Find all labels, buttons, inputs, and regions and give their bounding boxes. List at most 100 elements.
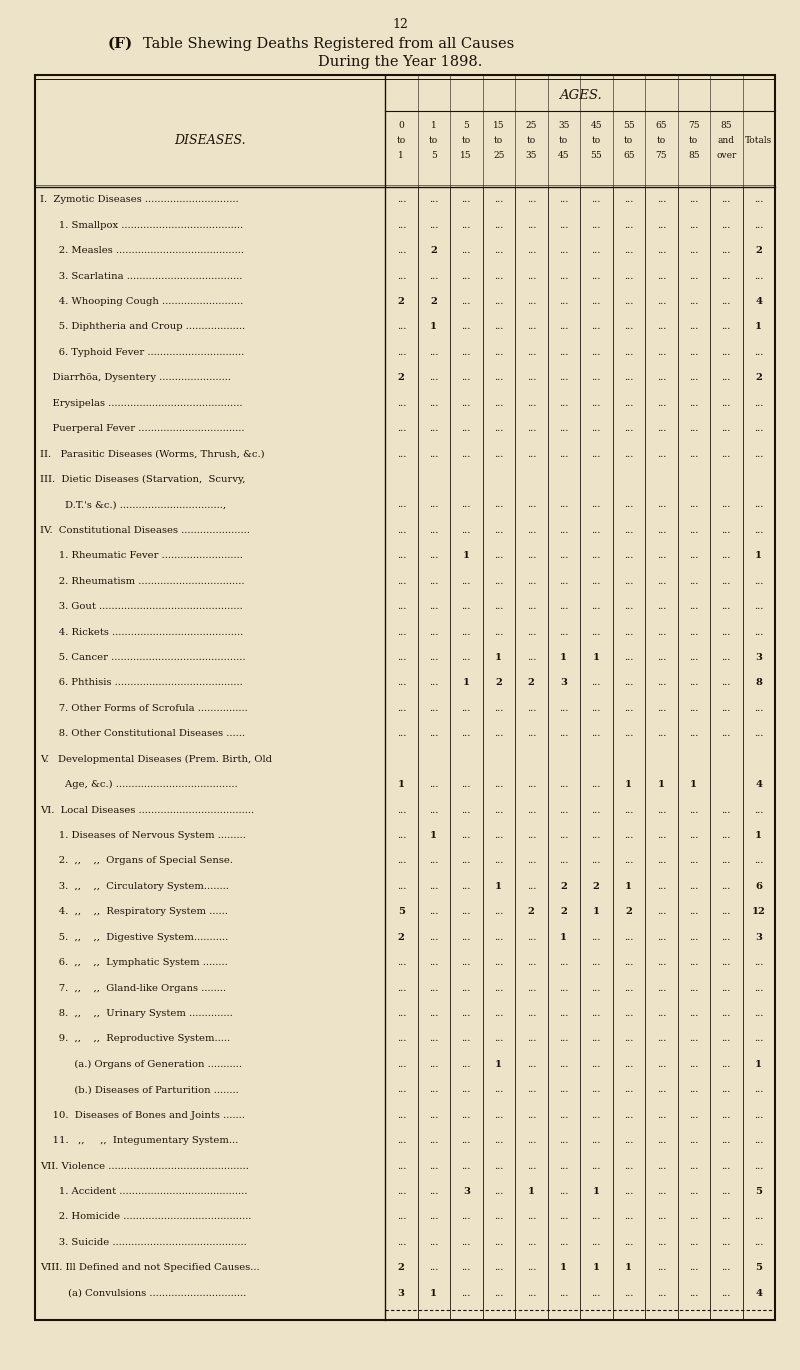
Text: ...: ... <box>591 195 601 204</box>
Text: D.T.'s &c.) .................................,: D.T.'s &c.) ............................… <box>40 500 226 510</box>
Text: ...: ... <box>429 1111 438 1119</box>
Text: 5: 5 <box>431 151 437 159</box>
Text: VIII. Ill Defined and not Specified Causes...: VIII. Ill Defined and not Specified Caus… <box>40 1263 260 1273</box>
Text: ...: ... <box>429 627 438 637</box>
Text: ...: ... <box>429 271 438 281</box>
Text: ...: ... <box>429 373 438 382</box>
Text: ...: ... <box>624 958 634 967</box>
Text: ...: ... <box>397 704 406 712</box>
Text: 6: 6 <box>755 882 762 890</box>
Text: ...: ... <box>462 806 471 815</box>
Text: 1. Accident .........................................: 1. Accident ............................… <box>40 1186 247 1196</box>
Text: ...: ... <box>494 399 503 408</box>
Text: ...: ... <box>462 1162 471 1170</box>
Text: ...: ... <box>526 958 536 967</box>
Text: ...: ... <box>624 933 634 941</box>
Text: 2.  ,,    ,,  Organs of Special Sense.: 2. ,, ,, Organs of Special Sense. <box>40 856 233 866</box>
Text: ...: ... <box>462 1263 471 1273</box>
Text: ...: ... <box>689 984 698 993</box>
Text: ...: ... <box>624 1162 634 1170</box>
Text: ...: ... <box>657 984 666 993</box>
Text: ...: ... <box>591 933 601 941</box>
Text: ...: ... <box>526 271 536 281</box>
Text: 2: 2 <box>398 373 405 382</box>
Text: VI.  Local Diseases .....................................: VI. Local Diseases .....................… <box>40 806 254 815</box>
Text: ...: ... <box>591 603 601 611</box>
Text: ...: ... <box>494 907 503 917</box>
Text: 1: 1 <box>495 653 502 662</box>
Text: ...: ... <box>624 704 634 712</box>
Text: ...: ... <box>624 195 634 204</box>
Text: ...: ... <box>462 653 471 662</box>
Text: ...: ... <box>397 1034 406 1044</box>
Text: ...: ... <box>526 1238 536 1247</box>
Text: ...: ... <box>429 1085 438 1095</box>
Text: 2: 2 <box>398 1263 405 1273</box>
Text: 45: 45 <box>558 151 570 159</box>
Text: ...: ... <box>624 1010 634 1018</box>
Text: ...: ... <box>722 856 731 866</box>
Text: ...: ... <box>754 399 763 408</box>
Text: ...: ... <box>429 603 438 611</box>
Text: ...: ... <box>559 551 569 560</box>
Text: ...: ... <box>624 297 634 306</box>
Text: 1: 1 <box>658 780 665 789</box>
Text: to: to <box>657 136 666 144</box>
Text: ...: ... <box>526 806 536 815</box>
Text: to: to <box>462 136 471 144</box>
Text: (a) Convulsions ...............................: (a) Convulsions ........................… <box>40 1289 246 1297</box>
Text: 1: 1 <box>560 933 567 941</box>
Text: ...: ... <box>657 1010 666 1018</box>
Text: ...: ... <box>397 577 406 586</box>
Text: ...: ... <box>624 551 634 560</box>
Text: ...: ... <box>526 1212 536 1222</box>
Text: ...: ... <box>689 247 698 255</box>
Text: ...: ... <box>397 958 406 967</box>
Text: ...: ... <box>722 1238 731 1247</box>
Text: 2: 2 <box>755 373 762 382</box>
Text: ...: ... <box>494 1034 503 1044</box>
Text: ...: ... <box>657 627 666 637</box>
Text: ...: ... <box>462 832 471 840</box>
Text: ...: ... <box>397 526 406 534</box>
Text: ...: ... <box>657 297 666 306</box>
Text: 4: 4 <box>755 780 762 789</box>
Text: ...: ... <box>754 271 763 281</box>
Text: 1: 1 <box>593 907 600 917</box>
Text: ...: ... <box>722 449 731 459</box>
Text: ...: ... <box>397 399 406 408</box>
Text: 1: 1 <box>462 678 470 688</box>
Text: ...: ... <box>462 1010 471 1018</box>
Text: ...: ... <box>689 907 698 917</box>
Text: ...: ... <box>429 195 438 204</box>
Text: ...: ... <box>591 1085 601 1095</box>
Text: 85: 85 <box>688 151 699 159</box>
Text: ...: ... <box>722 1289 731 1297</box>
Text: 65: 65 <box>655 121 667 130</box>
Text: ...: ... <box>722 958 731 967</box>
Text: ...: ... <box>559 856 569 866</box>
Text: ...: ... <box>429 449 438 459</box>
Text: ...: ... <box>591 551 601 560</box>
Text: ...: ... <box>494 984 503 993</box>
Text: ...: ... <box>624 322 634 332</box>
Text: 2: 2 <box>495 678 502 688</box>
Text: 2. Measles .........................................: 2. Measles .............................… <box>40 247 244 255</box>
Text: ...: ... <box>462 1085 471 1095</box>
Text: ...: ... <box>397 1212 406 1222</box>
Text: ...: ... <box>494 1010 503 1018</box>
Text: ...: ... <box>754 1212 763 1222</box>
Text: ...: ... <box>559 247 569 255</box>
Text: ...: ... <box>689 1162 698 1170</box>
Text: ...: ... <box>559 1238 569 1247</box>
Text: ...: ... <box>397 1136 406 1145</box>
Text: ...: ... <box>429 958 438 967</box>
Text: 3. Gout ..............................................: 3. Gout ................................… <box>40 603 242 611</box>
Text: ...: ... <box>591 425 601 433</box>
Text: ...: ... <box>559 348 569 356</box>
Text: ...: ... <box>722 603 731 611</box>
Text: ...: ... <box>526 653 536 662</box>
Text: ...: ... <box>657 678 666 688</box>
Text: ...: ... <box>624 247 634 255</box>
Text: 75: 75 <box>655 151 667 159</box>
